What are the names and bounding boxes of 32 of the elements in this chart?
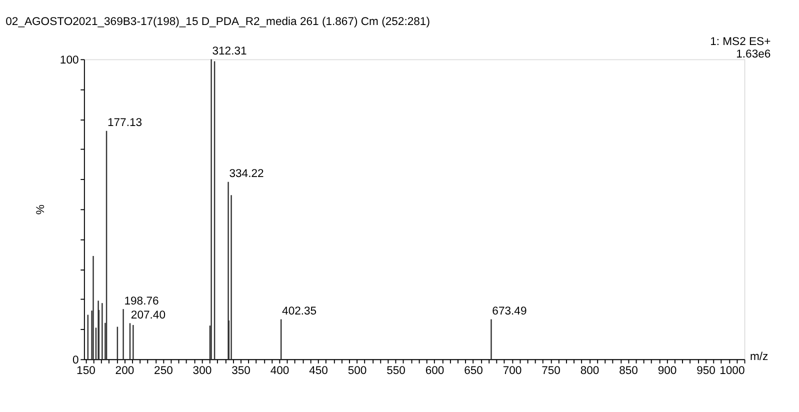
annotation: 1.63e6 xyxy=(736,48,771,60)
x-tick-label: 250 xyxy=(154,364,173,377)
x-tick-label: 200 xyxy=(115,364,134,377)
y-tick-label: 0 xyxy=(72,354,79,366)
annotation: 207.40 xyxy=(130,309,166,322)
annotation: 402.35 xyxy=(282,306,317,318)
annotation: 673.49 xyxy=(492,306,527,318)
x-tick-label: 350 xyxy=(232,364,250,377)
annotation: 198.76 xyxy=(124,295,159,308)
x-tick-label: 500 xyxy=(348,364,367,377)
x-axis-title: m/z xyxy=(750,351,768,364)
annotation: 177.13 xyxy=(107,117,142,130)
annotation: 312.31 xyxy=(212,45,247,58)
x-tick-label: 900 xyxy=(658,364,677,377)
x-tick-label: 300 xyxy=(192,364,212,377)
x-tick-label: 550 xyxy=(386,364,406,377)
annotation: 334.22 xyxy=(229,168,264,180)
x-tick-label: 850 xyxy=(619,364,638,377)
x-tick-label: 400 xyxy=(270,364,290,377)
x-tick-label: 450 xyxy=(309,364,328,377)
text: 1: MS2 ES+ xyxy=(710,36,772,48)
x-tick-label: 600 xyxy=(425,364,444,377)
x-tick-label: 800 xyxy=(580,364,600,377)
x-tick-label: 750 xyxy=(542,364,560,377)
x-tick-label: 650 xyxy=(464,364,483,377)
x-tick-label: 1000 xyxy=(720,364,745,377)
y-axis-title: % xyxy=(34,204,47,215)
x-tick-label: 700 xyxy=(502,364,522,377)
chart-title: 02_AGOSTO2021_369B3-17(198)_15 D_PDA_R2_media 261 (1.867) Cm (252:281) xyxy=(6,16,430,28)
y-tick-label: 100 xyxy=(60,54,79,66)
x-tick-label: 150 xyxy=(76,364,96,377)
x-tick-label: 950 xyxy=(696,364,716,377)
